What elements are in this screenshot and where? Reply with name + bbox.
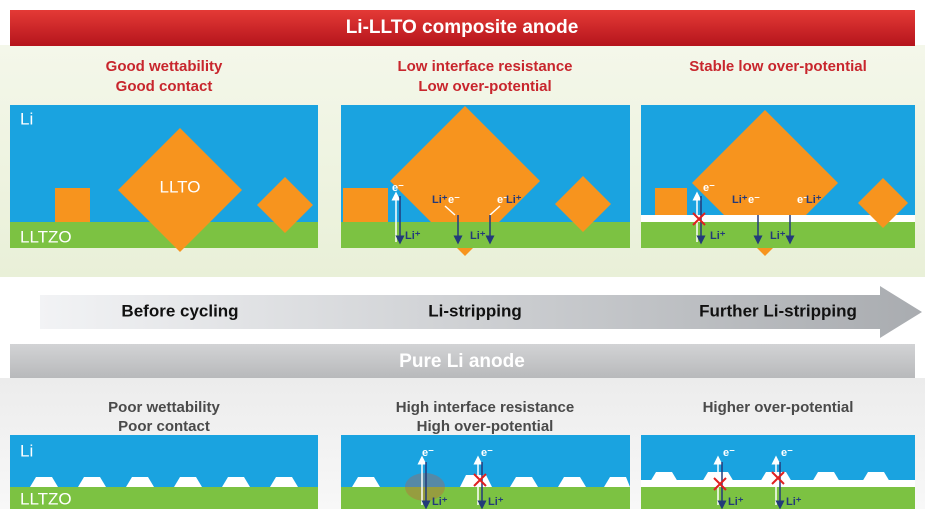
heading: Low over-potential [418, 78, 551, 95]
electron-label: e⁻ [392, 182, 404, 194]
ion-label: Li⁺ [786, 496, 802, 508]
lltzo-label: LLTZO [20, 489, 72, 508]
llto-label: LLTO [160, 177, 201, 196]
panel: e⁻ Li⁺ e⁻ Li⁺ [641, 435, 915, 509]
stage-label: Before cycling [121, 301, 238, 320]
panel: e⁻ Li⁺ Li⁺ e⁻ e⁻ Li⁺ Li⁺ [341, 105, 630, 256]
heading: Good wettability [106, 58, 223, 75]
ion-label: Li⁺ [770, 230, 786, 242]
figure: Li-LLTO composite anode Good wettability… [0, 0, 925, 509]
stage-label: Further Li-stripping [699, 301, 857, 320]
heading: High over-potential [417, 418, 554, 435]
li-label: Li [20, 109, 33, 128]
composite-title: Li-LLTO composite anode [346, 17, 579, 38]
electron-label: e⁻ [723, 447, 735, 459]
heading: High interface resistance [396, 399, 574, 416]
panel: Li LLTO LLTZO [10, 105, 318, 252]
electron-label: e⁻ [781, 447, 793, 459]
ion-label: Li⁺ [806, 194, 822, 206]
heading: Higher over-potential [703, 399, 854, 416]
ion-label: Li⁺ [488, 496, 504, 508]
heading: Good contact [116, 78, 213, 95]
electron-label: e⁻ [422, 447, 434, 459]
lltzo-label: LLTZO [20, 227, 72, 246]
ion-label: Li⁺ [432, 496, 448, 508]
electron-label: e⁻ [748, 194, 760, 206]
electron-label: e⁻ [448, 194, 460, 206]
ion-label: Li⁺ [432, 194, 448, 206]
heading: Low interface resistance [397, 58, 572, 75]
panel: e⁻ Li⁺ Li⁺ e⁻ e⁻ Li⁺ Li⁺ [641, 105, 915, 256]
electron-label: e⁻ [481, 447, 493, 459]
stage-label: Li-stripping [428, 301, 521, 320]
ion-label: Li⁺ [470, 230, 486, 242]
li-label: Li [20, 441, 33, 460]
panel: e⁻ Li⁺ e⁻ Li⁺ [341, 435, 630, 509]
panel: Li LLTZO [10, 435, 318, 509]
ion-label: Li⁺ [732, 194, 748, 206]
heading: Stable low over-potential [689, 58, 867, 75]
ion-label: Li⁺ [710, 230, 726, 242]
ion-label: Li⁺ [728, 496, 744, 508]
pure-title: Pure Li anode [399, 351, 525, 372]
heading: Poor wettability [108, 399, 220, 416]
ion-label: Li⁺ [405, 230, 421, 242]
heading: Poor contact [118, 418, 210, 435]
ion-label: Li⁺ [506, 194, 522, 206]
electron-label: e⁻ [703, 182, 715, 194]
